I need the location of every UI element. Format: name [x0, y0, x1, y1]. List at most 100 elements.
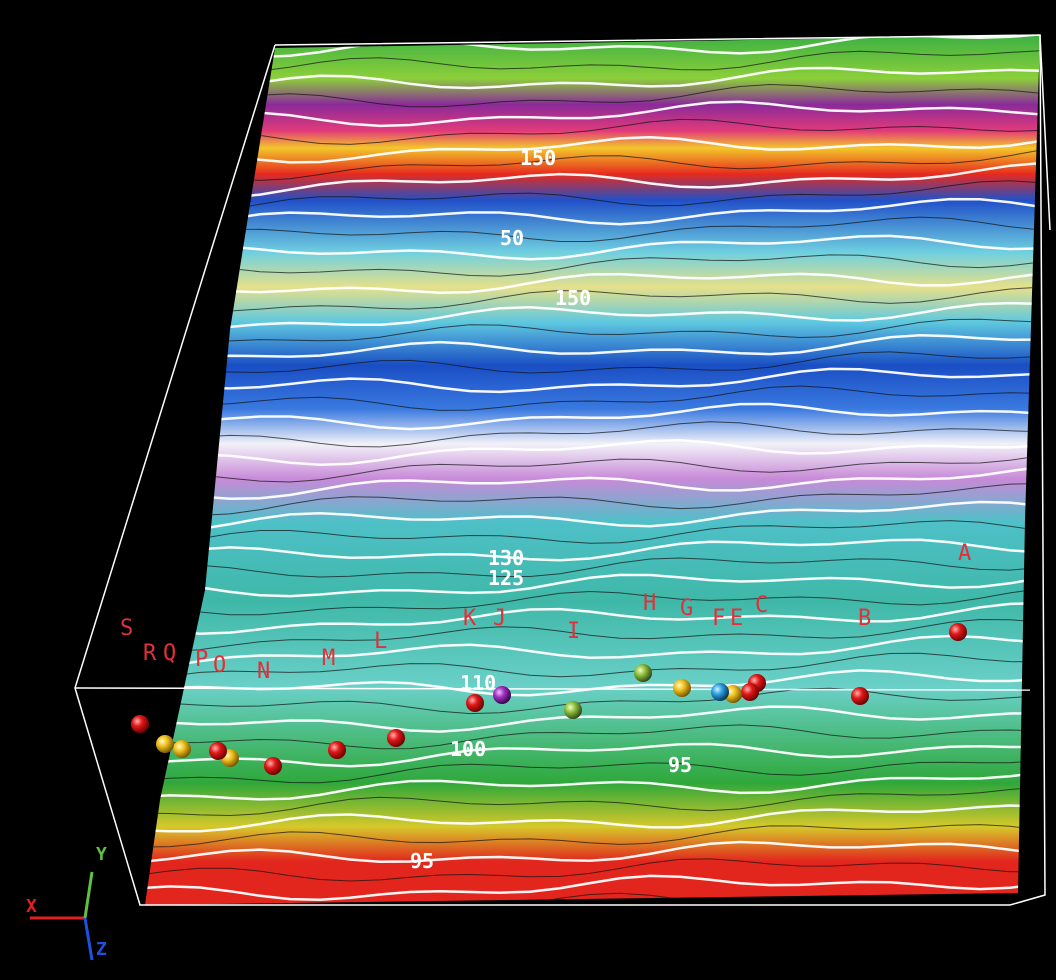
contour-line-minor [145, 824, 1040, 848]
axis-label-x: X [26, 896, 37, 917]
axis-label-z: Z [96, 939, 107, 960]
well-label: H [643, 591, 656, 616]
contour-line-major [145, 334, 1040, 366]
axis-triad: X Y Z [26, 844, 107, 961]
well-label: Q [163, 641, 176, 666]
contour-label: 150 [520, 146, 556, 170]
contour-line-minor [145, 557, 1040, 578]
well-marker [209, 742, 227, 760]
well-marker [493, 686, 511, 704]
well-marker [387, 729, 405, 747]
contour-line-major [145, 573, 1040, 598]
well-marker [156, 735, 174, 753]
well-marker [711, 683, 729, 701]
contour-line-major [145, 301, 1040, 332]
well-marker [173, 740, 191, 758]
contour-line-minor [145, 216, 1040, 245]
contour-line-major [145, 402, 1040, 431]
well-marker [673, 679, 691, 697]
contour-label: 125 [488, 566, 524, 590]
contour-label: 130 [488, 546, 524, 570]
contour-line-major [145, 705, 1040, 733]
contour-line-minor [145, 618, 1040, 653]
well-marker [466, 694, 484, 712]
contour-line-minor [145, 50, 1040, 74]
well-marker [634, 664, 652, 682]
well-label: I [567, 619, 580, 644]
well-label: C [755, 593, 768, 618]
contour-line-minor [145, 318, 1040, 350]
contour-label: 100 [450, 737, 486, 761]
well-label: J [493, 606, 506, 631]
contour-line-major [145, 161, 1040, 199]
well-label: O [213, 653, 226, 678]
well-label: P [195, 647, 208, 672]
well-label: R [143, 641, 157, 666]
contour-line-major [145, 135, 1040, 164]
well-label: M [322, 646, 335, 671]
contour-line-minor [145, 385, 1040, 411]
well-label: N [257, 659, 270, 684]
contour-line-major [145, 197, 1040, 233]
contour-line-major [145, 742, 1040, 768]
contour-line-major [145, 465, 1040, 500]
surface [145, 35, 1040, 905]
contour-line-minor [145, 588, 1040, 616]
contour-line-minor [145, 760, 1040, 784]
well-label: L [374, 629, 387, 654]
contour-label: 95 [668, 753, 692, 777]
axis-label-y: Y [96, 844, 107, 865]
contour-line-minor [145, 83, 1040, 108]
contour-line-major [145, 367, 1040, 394]
well-marker [949, 623, 967, 641]
contour-line-minor [145, 149, 1040, 181]
contour-line-major [145, 100, 1040, 128]
contour-label: 95 [410, 849, 434, 873]
contour-line-minor [145, 118, 1040, 145]
contour-line-minor [145, 351, 1040, 377]
well-label: B [858, 606, 871, 631]
contour-line-minor [145, 483, 1040, 516]
well-label: A [958, 541, 971, 566]
contour-label: 150 [555, 286, 591, 310]
well-label: G [680, 596, 693, 621]
contour-line-major [145, 634, 1040, 671]
well-marker [851, 687, 869, 705]
well-marker [741, 683, 759, 701]
well-marker [328, 741, 346, 759]
contour-line-major [145, 234, 1040, 261]
contour-lines [145, 35, 1040, 905]
contour-line-minor [145, 858, 1040, 882]
contour-line-major [145, 500, 1040, 533]
contour-line-major [145, 840, 1040, 864]
bounding-box [74, 34, 1051, 906]
well-label: E [730, 606, 743, 631]
contour-line-major [145, 439, 1040, 466]
contour-line-minor [145, 455, 1040, 483]
contour-line-minor [145, 520, 1040, 548]
contour-line-minor [145, 786, 1040, 817]
contour-label: 50 [500, 226, 524, 250]
well-marker [131, 715, 149, 733]
wells [131, 623, 967, 775]
contour-line-minor [145, 254, 1040, 277]
well-marker [264, 757, 282, 775]
contour-line-minor [145, 687, 1040, 715]
well-marker [564, 701, 582, 719]
contour-label: 110 [460, 671, 496, 695]
contour-line-major [145, 771, 1040, 801]
contour-line-major [145, 601, 1040, 635]
contour-line-minor [145, 724, 1040, 750]
contour-line-major [145, 874, 1040, 901]
contour-line-minor [145, 286, 1040, 312]
contour-line-major [145, 272, 1040, 294]
well-label: F [712, 606, 725, 631]
contour-line-minor [145, 652, 1040, 682]
contour-line-major [145, 804, 1040, 833]
contour-line-minor [145, 421, 1040, 448]
contour-line-major [145, 66, 1040, 90]
well-label: K [463, 606, 477, 631]
